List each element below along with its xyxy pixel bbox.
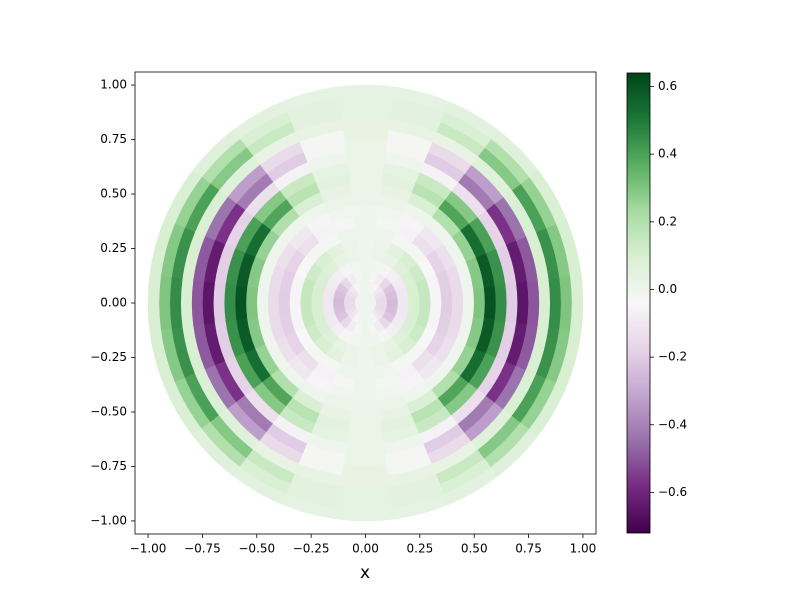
cell: [321, 296, 334, 310]
x-tick-label: 1.00: [570, 542, 597, 556]
cell: [359, 259, 372, 271]
cell: [338, 497, 393, 511]
cell: [348, 171, 383, 185]
colorbar: [626, 72, 651, 534]
cell: [180, 278, 194, 328]
cell: [342, 128, 389, 142]
cell: [548, 277, 562, 329]
cell: [202, 281, 215, 325]
cell: [419, 294, 432, 312]
cell: [472, 287, 486, 319]
cell: [429, 292, 442, 314]
cell: [158, 275, 172, 331]
cell: [341, 475, 390, 489]
cell: [345, 443, 386, 456]
cell: [256, 288, 269, 318]
cell: [346, 161, 385, 174]
cell: [352, 204, 379, 217]
cell: [397, 296, 410, 310]
cell: [555, 329, 582, 387]
cell: [349, 182, 382, 196]
cell: [353, 215, 378, 228]
cell: [339, 486, 392, 500]
colorbar-tick-label: 0.4: [658, 147, 677, 161]
cell: [483, 285, 497, 321]
colorbar-tick-label: 0.6: [658, 79, 677, 93]
y-tick-label: −0.25: [90, 350, 127, 364]
cell: [569, 274, 584, 332]
cell: [339, 106, 392, 120]
x-tick-label: 0.50: [461, 542, 488, 556]
colorbar-tick-label: 0.0: [658, 282, 677, 296]
y-tick-label: 0.25: [100, 241, 127, 255]
y-tick-label: −0.50: [90, 404, 127, 418]
cell: [526, 279, 540, 327]
cell: [343, 139, 388, 153]
cell: [223, 284, 237, 322]
cell: [345, 150, 386, 163]
x-tick-label: −0.25: [293, 542, 330, 556]
y-tick-label: 0.50: [100, 187, 127, 201]
cell: [358, 248, 373, 261]
x-tick-label: 0.25: [407, 542, 434, 556]
cell: [505, 282, 519, 324]
cell: [348, 421, 383, 435]
cell: [267, 289, 280, 317]
field: [147, 84, 584, 522]
x-tick-label: 0.75: [515, 542, 542, 556]
colorbar-tick-label: −0.4: [658, 417, 687, 431]
x-axis-label: x: [360, 563, 370, 583]
cell: [451, 289, 464, 317]
cell: [350, 193, 381, 207]
cell: [494, 284, 508, 322]
cell: [352, 389, 379, 402]
cell: [462, 288, 475, 318]
cell: [440, 291, 453, 315]
y-tick-label: 0.75: [100, 132, 127, 146]
cell: [343, 453, 388, 467]
cell: [169, 277, 183, 329]
y-tick-label: −0.75: [90, 459, 127, 473]
cell: [350, 399, 381, 413]
cell: [355, 367, 376, 380]
colorbar-tick-label: −0.6: [658, 485, 687, 499]
y-tick-label: 0.00: [100, 296, 127, 310]
cell: [212, 282, 226, 324]
cell: [356, 237, 375, 250]
cell: [355, 226, 376, 239]
cell: [299, 294, 312, 312]
colorbar-tick-label: −0.2: [658, 350, 687, 364]
cell: [310, 295, 323, 311]
x-tick-label: 0.00: [352, 542, 379, 556]
y-tick-label: 1.00: [100, 78, 127, 92]
cell: [191, 279, 205, 327]
cell: [356, 356, 375, 369]
cell: [245, 287, 259, 319]
x-tick-label: −1.00: [130, 542, 167, 556]
cell: [336, 84, 395, 99]
cell: [341, 117, 390, 131]
colorbar-tick-label: 0.2: [658, 214, 677, 228]
cell: [336, 507, 395, 522]
x-tick-label: −0.50: [238, 542, 275, 556]
cell: [338, 95, 393, 109]
cell: [147, 274, 162, 332]
y-tick-label: −1.00: [90, 513, 127, 527]
cell: [537, 278, 551, 328]
cell: [349, 410, 382, 424]
cell: [359, 335, 372, 347]
cell: [353, 378, 378, 391]
cell: [358, 345, 373, 358]
cell: [342, 464, 389, 478]
x-tick-label: −0.75: [184, 542, 221, 556]
cell: [289, 292, 302, 314]
cell: [278, 291, 291, 315]
cell: [234, 285, 248, 321]
cell: [346, 432, 385, 445]
cell: [559, 275, 573, 331]
cell: [408, 295, 421, 311]
cell: [516, 281, 529, 325]
